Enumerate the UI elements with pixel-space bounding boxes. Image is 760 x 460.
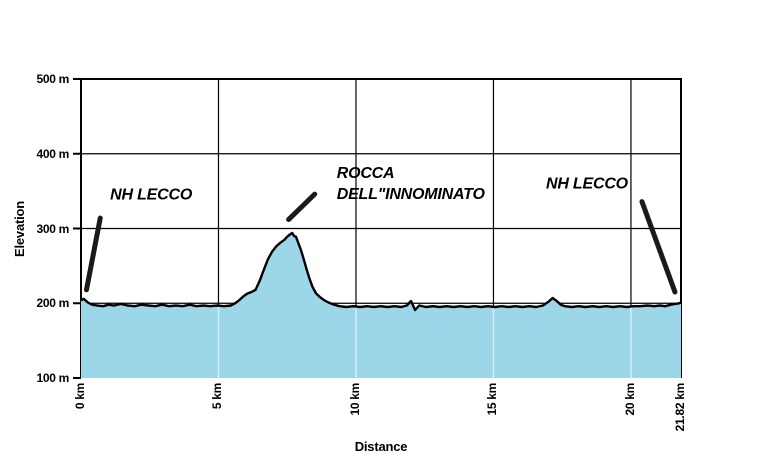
annotation-text-line: DELL"INNOMINATO <box>336 185 485 203</box>
y-tick-label: 300 m <box>36 221 69 236</box>
elevation-profile-line <box>80 231 682 312</box>
x-tick-label: 15 km <box>485 383 500 416</box>
annotation-marker-nh-lecco-end <box>639 199 678 295</box>
annotation-marker-nh-lecco-start <box>83 215 103 293</box>
y-tick-label: 500 m <box>36 72 69 86</box>
annotation-nh-lecco-end: NH LECCO <box>546 173 628 194</box>
x-axis-title: Distance <box>354 439 408 454</box>
x-tick-label: 5 km <box>210 383 225 410</box>
x-tick-label: 21.82 km <box>673 383 687 432</box>
annotation-text-line: NH LECCO <box>545 175 628 193</box>
y-tick-label: 100 m <box>36 371 69 385</box>
y-tick-label: 400 m <box>36 146 69 161</box>
elevation-area-fill <box>81 233 681 378</box>
x-tick-label: 20 km <box>622 383 637 416</box>
gridlines-on-fill <box>217 233 632 378</box>
x-tick-label: 0 km <box>73 383 87 410</box>
annotation-text-line: NH LECCO <box>110 186 193 204</box>
x-tick-label: 10 km <box>347 383 362 416</box>
annotation-rocca-dell-innominato: ROCCA DELL"INNOMINATO <box>337 163 485 205</box>
annotation-marker-rocca-dell-innominato <box>286 191 318 223</box>
annotation-nh-lecco-start: NH LECCO <box>110 184 192 205</box>
annotation-text-line: ROCCA <box>336 164 395 182</box>
y-tick-label: 200 m <box>36 296 69 311</box>
